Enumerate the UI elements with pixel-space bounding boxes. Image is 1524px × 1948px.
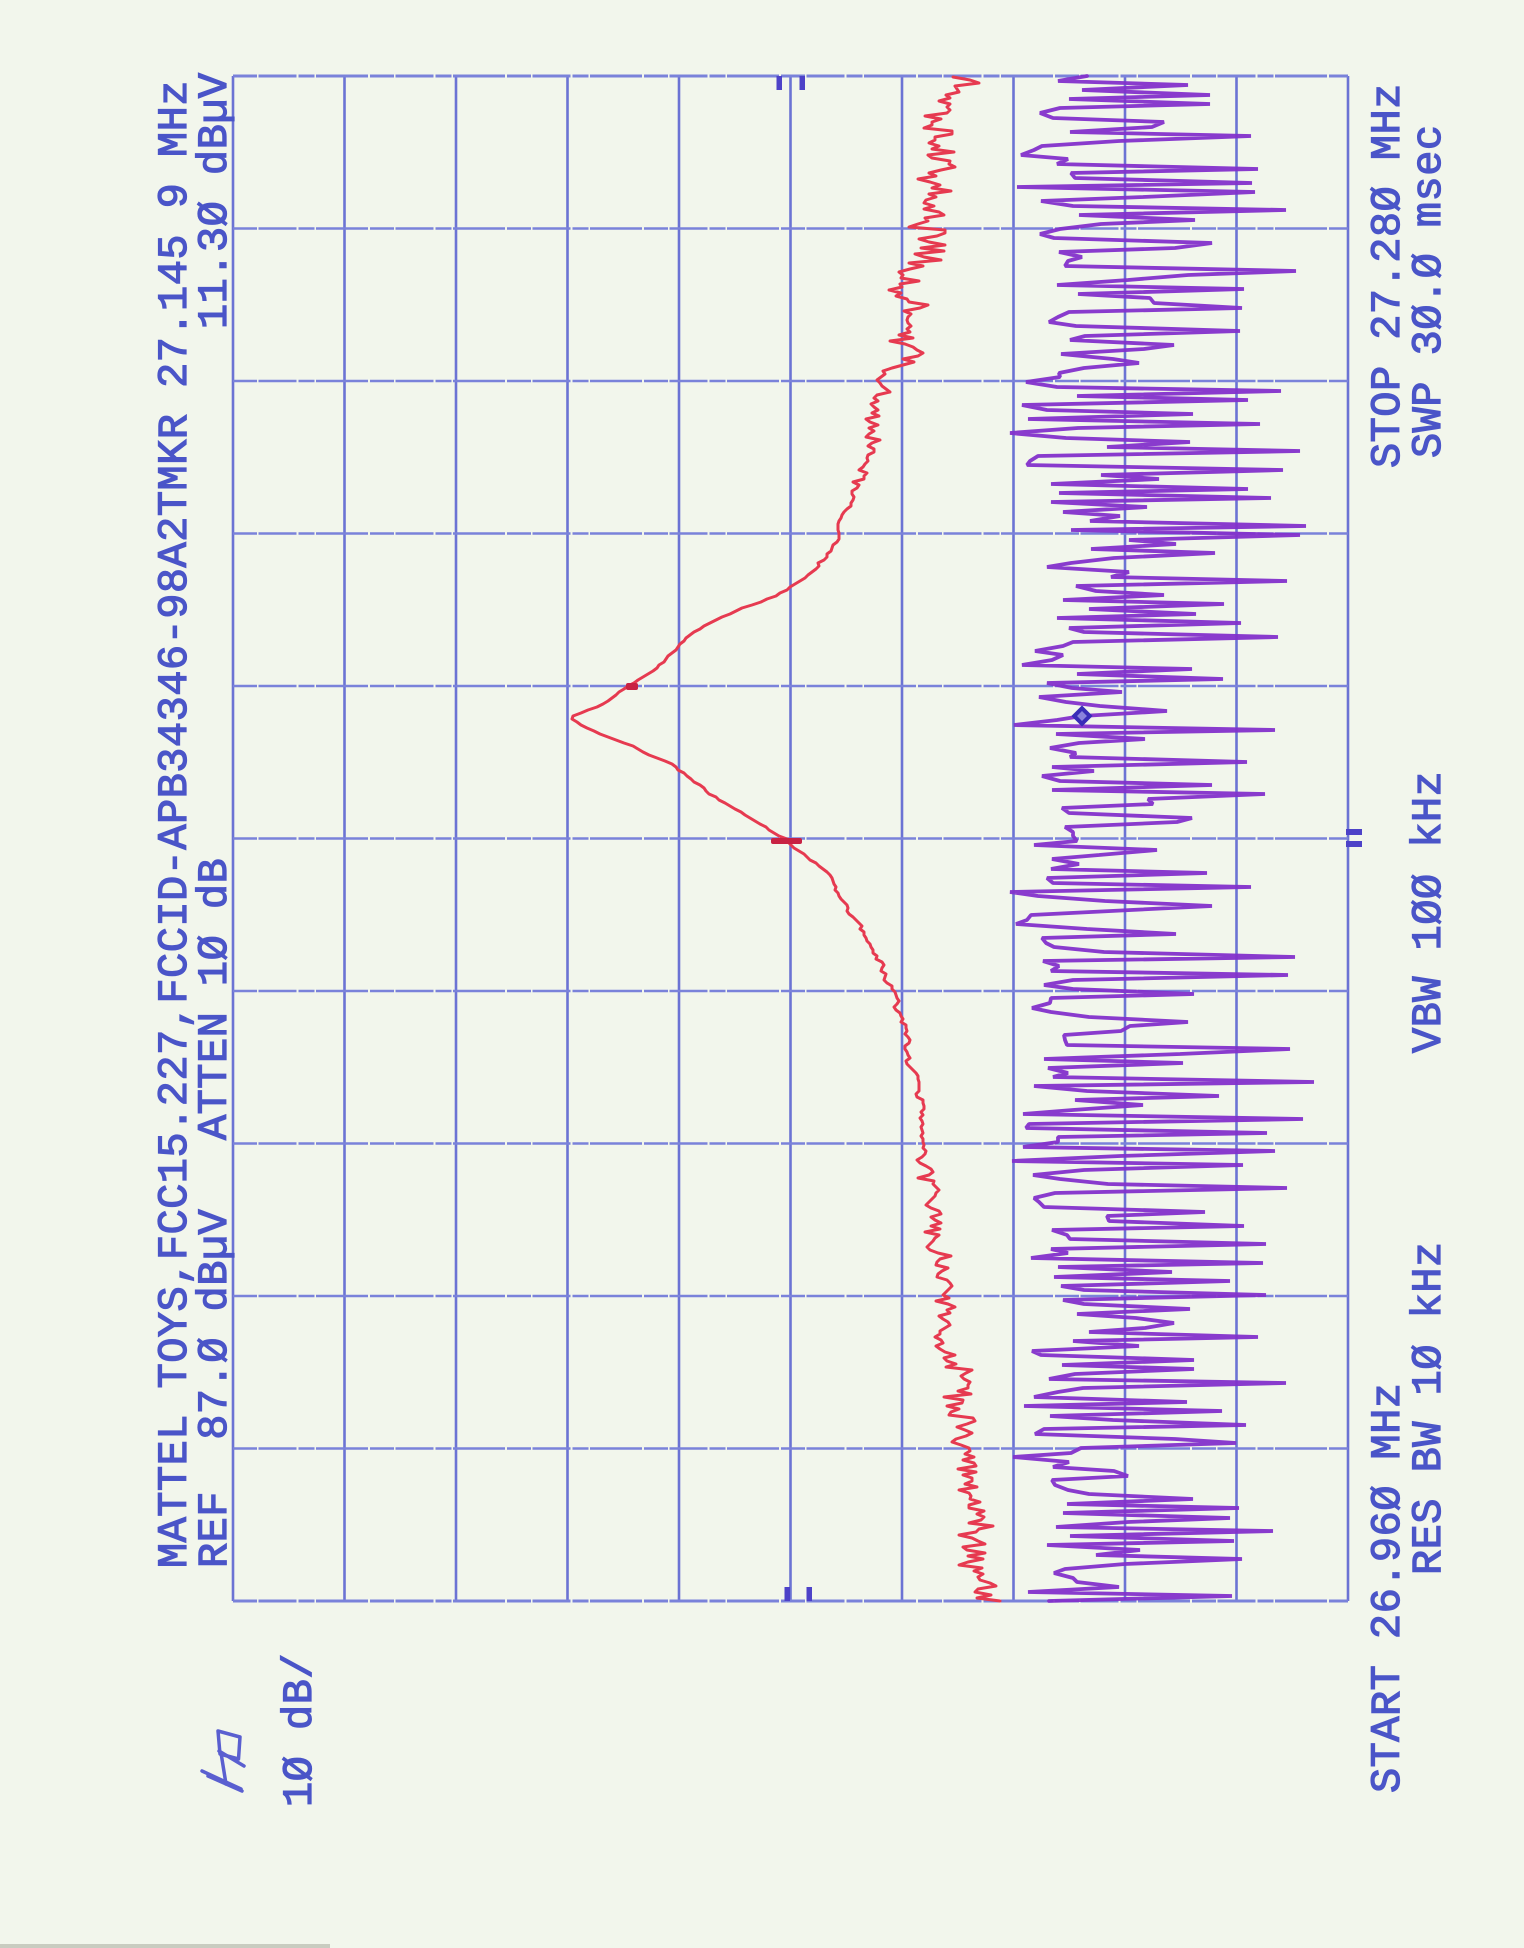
svg-text:1Ø dB/: 1Ø dB/ xyxy=(276,1653,324,1807)
svg-text:SWP 3Ø.Ø msec: SWP 3Ø.Ø msec xyxy=(1405,124,1453,458)
svg-text:START 26.96Ø MHz: START 26.96Ø MHz xyxy=(1364,1383,1412,1793)
svg-text:MATTEL TOYS,FCC15.227,FCCID-AP: MATTEL TOYS,FCC15.227,FCCID-APB34346-98A… xyxy=(151,80,199,1568)
svg-text:VBW 1ØØ kHz: VBW 1ØØ kHz xyxy=(1405,771,1453,1053)
svg-text:ATTEN 1Ø dB: ATTEN 1Ø dB xyxy=(191,858,239,1140)
svg-text:11.3Ø dBµV: 11.3Ø dBµV xyxy=(191,72,239,329)
svg-text:REF 87.Ø dBµV: REF 87.Ø dBµV xyxy=(191,1209,239,1568)
svg-text:RES BW 1Ø kHz: RES BW 1Ø kHz xyxy=(1405,1241,1453,1575)
svg-text:STOP 27.28Ø MHz: STOP 27.28Ø MHz xyxy=(1364,83,1412,468)
